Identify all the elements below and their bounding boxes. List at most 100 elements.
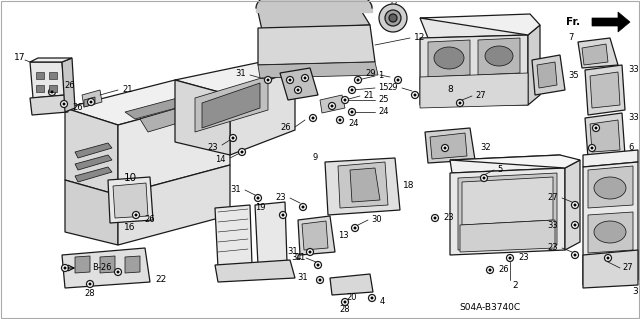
Polygon shape	[458, 173, 557, 250]
Text: 20: 20	[347, 293, 357, 302]
Polygon shape	[350, 168, 380, 202]
Circle shape	[115, 269, 122, 276]
Polygon shape	[118, 95, 230, 195]
Polygon shape	[65, 108, 118, 195]
Polygon shape	[320, 95, 345, 113]
Circle shape	[351, 88, 353, 92]
Text: 15: 15	[378, 84, 388, 93]
Polygon shape	[215, 205, 252, 268]
Circle shape	[317, 263, 319, 266]
Polygon shape	[62, 58, 75, 112]
Polygon shape	[583, 150, 638, 167]
Text: 26: 26	[144, 216, 155, 225]
Text: 23: 23	[518, 254, 529, 263]
Circle shape	[595, 127, 598, 130]
Polygon shape	[175, 80, 230, 155]
Bar	[36, 85, 44, 92]
Polygon shape	[75, 256, 90, 273]
Circle shape	[344, 300, 346, 303]
Circle shape	[351, 225, 358, 232]
Polygon shape	[420, 14, 540, 35]
Text: 17: 17	[13, 53, 25, 62]
Polygon shape	[578, 38, 618, 68]
Polygon shape	[338, 162, 388, 208]
Text: 29: 29	[365, 70, 376, 78]
Circle shape	[389, 14, 397, 22]
Text: 37: 37	[388, 2, 398, 11]
Polygon shape	[30, 95, 68, 115]
Polygon shape	[62, 248, 150, 288]
Circle shape	[134, 213, 138, 217]
Polygon shape	[582, 44, 608, 65]
Polygon shape	[528, 25, 540, 105]
Polygon shape	[298, 216, 335, 255]
Polygon shape	[30, 62, 65, 98]
Circle shape	[593, 124, 600, 131]
Polygon shape	[428, 40, 470, 77]
Text: 33: 33	[628, 114, 639, 122]
Polygon shape	[113, 183, 148, 218]
Circle shape	[356, 78, 360, 81]
Circle shape	[312, 116, 314, 120]
Circle shape	[591, 146, 593, 150]
Text: 23: 23	[275, 192, 286, 202]
Circle shape	[486, 266, 493, 273]
Text: 23: 23	[207, 143, 218, 152]
Polygon shape	[325, 158, 400, 215]
Text: 18: 18	[403, 181, 415, 189]
Polygon shape	[100, 256, 115, 273]
Text: 23: 23	[443, 213, 454, 222]
Polygon shape	[65, 80, 230, 125]
Circle shape	[342, 97, 349, 103]
Circle shape	[458, 101, 461, 105]
Polygon shape	[588, 212, 633, 253]
Circle shape	[573, 224, 577, 226]
Circle shape	[342, 299, 349, 306]
Text: 1: 1	[378, 71, 383, 80]
Circle shape	[280, 211, 287, 219]
Text: 31: 31	[230, 184, 241, 194]
Ellipse shape	[485, 46, 513, 66]
Circle shape	[607, 256, 609, 259]
Text: 5: 5	[497, 165, 502, 174]
Polygon shape	[75, 143, 112, 158]
Ellipse shape	[594, 177, 626, 199]
Text: 27: 27	[547, 192, 558, 202]
Polygon shape	[420, 35, 528, 105]
Circle shape	[431, 214, 438, 221]
Polygon shape	[280, 68, 318, 100]
Text: 29: 29	[387, 83, 398, 92]
Circle shape	[385, 10, 401, 26]
Text: 28: 28	[340, 306, 350, 315]
Circle shape	[310, 115, 317, 122]
Text: 10: 10	[124, 173, 136, 183]
Polygon shape	[255, 202, 287, 265]
Polygon shape	[462, 177, 553, 225]
Circle shape	[264, 77, 271, 84]
Polygon shape	[590, 120, 620, 152]
Polygon shape	[30, 58, 72, 62]
Polygon shape	[585, 65, 625, 115]
Polygon shape	[592, 12, 630, 32]
Circle shape	[303, 77, 307, 79]
Text: 33: 33	[547, 220, 558, 229]
Text: 21: 21	[122, 85, 132, 94]
Circle shape	[573, 254, 577, 256]
Polygon shape	[425, 128, 475, 163]
Circle shape	[257, 197, 259, 199]
Circle shape	[456, 100, 463, 107]
Text: 3: 3	[632, 287, 638, 296]
Polygon shape	[532, 55, 565, 95]
Polygon shape	[82, 90, 102, 107]
Bar	[36, 72, 44, 79]
Polygon shape	[478, 38, 520, 75]
Circle shape	[444, 146, 447, 150]
Text: 32: 32	[480, 144, 491, 152]
Circle shape	[266, 78, 269, 81]
Text: 33: 33	[628, 65, 639, 75]
Text: 31: 31	[236, 70, 246, 78]
Text: 13: 13	[338, 231, 349, 240]
Text: 9: 9	[313, 153, 318, 162]
Text: 26: 26	[64, 81, 75, 91]
Circle shape	[330, 105, 333, 108]
